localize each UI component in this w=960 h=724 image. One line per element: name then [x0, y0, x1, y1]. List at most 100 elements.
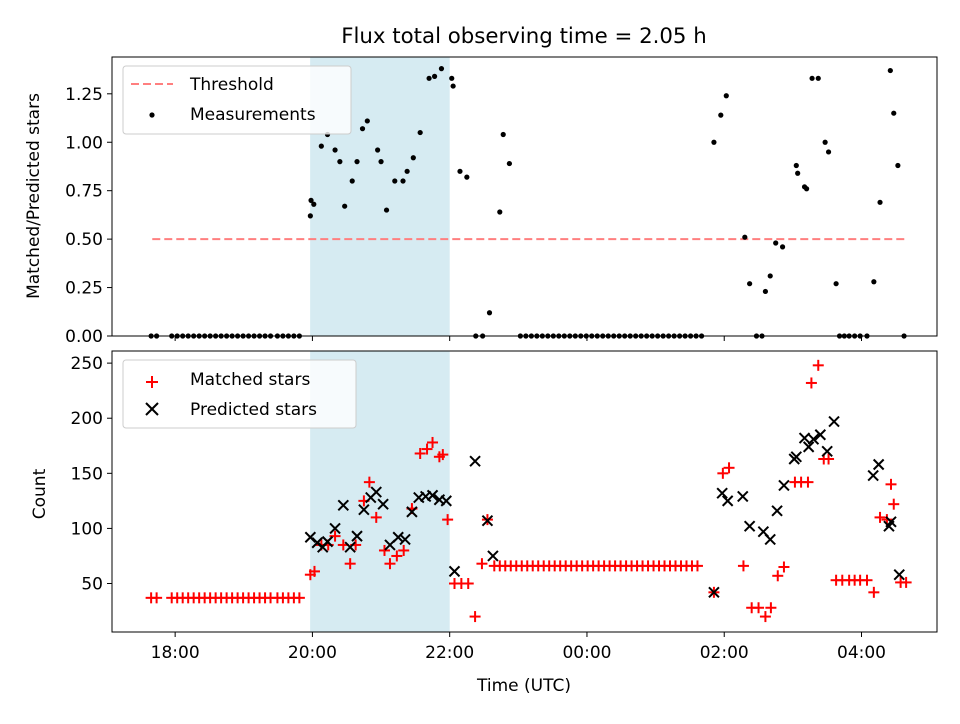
ratio-legend-box: [122, 65, 352, 135]
matched-stars-point: [888, 498, 900, 510]
matched-stars-point: [723, 462, 735, 474]
predicted-stars-point: [771, 505, 783, 517]
measurement-point: [438, 66, 445, 72]
measurement-point: [307, 213, 313, 219]
matched-stars-point: [344, 558, 356, 570]
predicted-stars-point: [716, 487, 728, 499]
measurement-point: [833, 281, 839, 287]
matched-stars-point: [421, 443, 433, 455]
measurement-point: [762, 288, 769, 295]
y-tick-label: 0.50: [65, 230, 103, 250]
matched-stars-point: [329, 530, 341, 542]
predicted-stars-point: [708, 586, 720, 599]
ratio-legend: Threshold Measurements: [122, 65, 352, 135]
predicted-stars-point: [321, 535, 334, 548]
y-tick-label: 200: [71, 409, 103, 429]
measurement-point: [464, 174, 470, 180]
measurement-point: [723, 93, 729, 99]
predicted-stars-point: [377, 498, 389, 510]
predicted-stars-point: [440, 495, 452, 507]
predicted-stars-point: [448, 565, 461, 578]
legend-matched-label: Matched stars: [190, 370, 310, 390]
legend-predicted-label: Predicted stars: [190, 400, 317, 420]
x-tick-label: 04:00: [837, 643, 886, 663]
ratio-axes-frame: [111, 56, 938, 337]
predicted-stars-point: [426, 489, 439, 502]
measurement-point: [742, 234, 748, 240]
matched-stars-point: [469, 611, 481, 623]
measurement-point: [364, 118, 370, 124]
matched-stars-point: [765, 602, 777, 614]
predicted-stars-point: [487, 550, 499, 562]
measurement-point: [378, 159, 384, 165]
legend-threshold-label: Threshold: [189, 75, 274, 95]
x-tick-label: 22:00: [425, 643, 474, 663]
measurement-point: [426, 75, 432, 81]
matched-stars-point: [885, 478, 897, 490]
matched-stars-point: [363, 476, 375, 488]
measurement-point: [349, 178, 355, 184]
measurement-point: [822, 139, 828, 145]
count-y-ticks: 50 100 150 200 250: [71, 354, 112, 595]
matched-stars-point: [900, 576, 912, 588]
matched-stars-point: [691, 560, 703, 572]
legend-matched-swatch: [146, 376, 158, 388]
measurement-point: [311, 201, 317, 207]
measurement-point: [308, 197, 314, 203]
measurement-point: [500, 131, 506, 138]
measurement-point: [497, 209, 503, 215]
measurement-point: [486, 310, 493, 316]
matched-stars-point: [391, 550, 403, 562]
measurement-point: [718, 112, 724, 118]
measurement-point: [410, 155, 416, 161]
matched-stars-point: [384, 558, 396, 570]
predicted-stars-point: [392, 531, 404, 543]
measurement-point: [809, 75, 815, 81]
predicted-stars-point: [814, 429, 827, 441]
count-legend-box: [122, 359, 357, 429]
measurement-point: [747, 281, 753, 287]
predicted-stars-point: [469, 455, 481, 467]
measurement-point: [506, 160, 513, 167]
y-tick-label: 50: [81, 575, 103, 595]
matched-stars-point: [868, 586, 880, 598]
predicted-stars-point: [399, 533, 411, 546]
measurement-point: [404, 168, 410, 174]
y-tick-label: 1.25: [65, 85, 103, 105]
measurement-point: [342, 203, 348, 209]
measurement-point: [815, 75, 821, 81]
predicted-stars-point: [370, 486, 382, 498]
predicted-stars-point: [790, 451, 803, 463]
predicted-stars-point: [893, 568, 905, 581]
matched-stars-point: [427, 436, 439, 448]
matched-stars-point: [753, 602, 765, 614]
measurement-point: [803, 186, 810, 192]
predicted-stars-point: [406, 506, 418, 518]
legend-predicted-swatch: [145, 402, 159, 416]
predicted-stars-point: [737, 490, 749, 503]
count-axes-frame: [111, 350, 938, 633]
legend-measurements-swatch: [149, 112, 155, 118]
count-panel: 50 100 150 200 250 18:00 20:00 22:00 00:00 02:00…: [30, 350, 938, 696]
legend-measurements-label: Measurements: [190, 105, 316, 125]
predicted-stars-point: [778, 479, 790, 492]
y-tick-label: 150: [71, 464, 103, 484]
matched-stars-point: [308, 565, 320, 577]
matched-stars-point: [293, 592, 305, 604]
predicted-stars-point: [329, 522, 341, 535]
predicted-stars-point: [358, 503, 370, 516]
measurement-point: [400, 178, 406, 184]
measurement-point: [431, 73, 438, 79]
predicted-stars-point: [743, 520, 756, 532]
matched-stars-point: [861, 574, 873, 586]
chart-title: Flux total observing time = 2.05 h: [341, 24, 707, 49]
x-tick-label: 18:00: [151, 643, 200, 663]
measurement-point: [354, 159, 360, 165]
measurement-point: [793, 162, 799, 169]
count-marks: [145, 359, 912, 623]
x-tick-label: 02:00: [700, 643, 749, 663]
y-tick-label: 0.25: [65, 279, 103, 299]
measurement-point: [767, 273, 773, 279]
matched-stars-point: [874, 511, 886, 523]
measurement-point: [891, 110, 897, 116]
